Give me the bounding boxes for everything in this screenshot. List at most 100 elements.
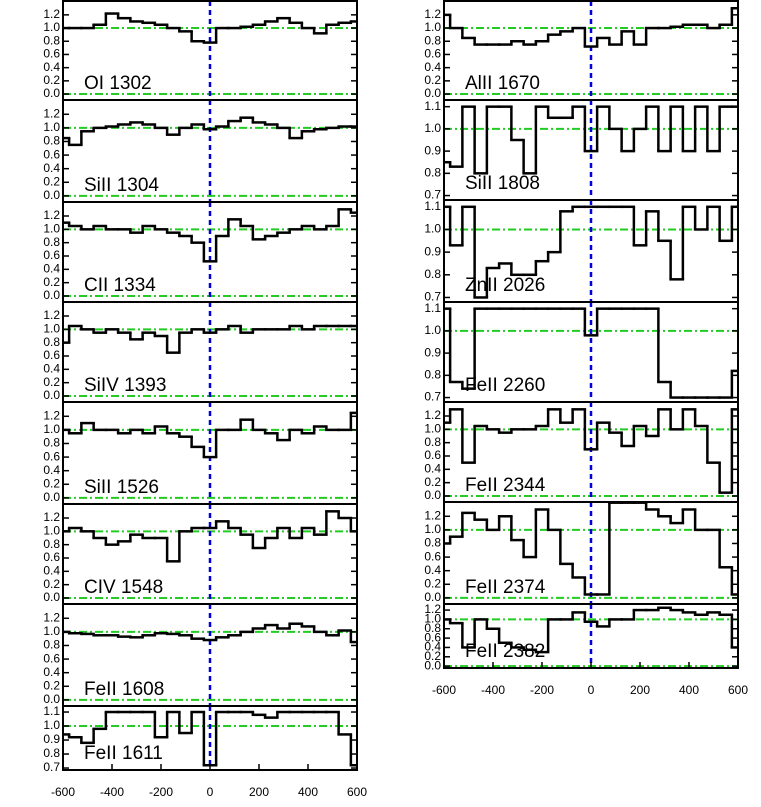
y-tick-label: 0.6 xyxy=(43,248,60,262)
y-tick-label: 1.0 xyxy=(43,624,60,638)
y-tick-label: 0.4 xyxy=(43,161,60,175)
y-tick-label: 1.2 xyxy=(424,602,441,616)
line-label: FeII 2260 xyxy=(465,375,545,396)
y-tick-label: 1.0 xyxy=(424,422,441,436)
y-tick-label: 0.8 xyxy=(43,235,60,249)
line-label: SiII 1808 xyxy=(465,173,540,194)
y-tick-label: 0.8 xyxy=(43,134,60,148)
y-tick-label: 0.4 xyxy=(43,262,60,276)
y-tick-label: 0.8 xyxy=(43,537,60,551)
y-tick-label: 0.8 xyxy=(424,267,441,281)
y-tick-label: 0.2 xyxy=(424,649,441,663)
y-tick-label: 1.2 xyxy=(43,510,60,524)
panel xyxy=(63,402,357,504)
y-tick-label: 0.4 xyxy=(43,463,60,477)
panel xyxy=(444,200,738,302)
y-tick-label: 0.8 xyxy=(424,435,441,449)
y-tick-label: 0.6 xyxy=(424,549,441,563)
y-tick-label: 0.9 xyxy=(424,244,441,258)
y-tick-label: 1.2 xyxy=(43,308,60,322)
y-tick-label: 0.6 xyxy=(43,348,60,362)
y-tick-label: 0.4 xyxy=(424,462,441,476)
x-tick-label: -200 xyxy=(149,785,173,799)
x-tick-label: 0 xyxy=(588,683,595,697)
x-tick-label: -400 xyxy=(100,785,124,799)
y-tick-label: 0.6 xyxy=(43,449,60,463)
y-tick-label: 0.9 xyxy=(424,143,441,157)
y-tick-label: 0.2 xyxy=(43,174,60,188)
line-label: FeII 1611 xyxy=(84,743,163,764)
x-tick-label: -600 xyxy=(51,785,75,799)
y-tick-label: 0.2 xyxy=(43,275,60,289)
y-tick-label: 1.2 xyxy=(424,408,441,422)
panel xyxy=(444,502,738,604)
y-tick-label: 1.0 xyxy=(43,524,60,538)
y-tick-label: 0.8 xyxy=(424,368,441,382)
line-label: SiII 1304 xyxy=(84,175,159,196)
panel xyxy=(444,302,738,402)
x-tick-label: -200 xyxy=(530,683,554,697)
y-tick-label: 0.8 xyxy=(43,746,60,760)
y-tick-label: 0.7 xyxy=(424,390,441,404)
y-tick-label: 0.4 xyxy=(43,564,60,578)
y-tick-label: 0.2 xyxy=(43,375,60,389)
panel xyxy=(63,504,357,604)
y-tick-label: 0.4 xyxy=(424,60,441,74)
y-tick-label: 1.0 xyxy=(424,522,441,536)
y-tick-label: 0.0 xyxy=(424,658,441,672)
y-tick-label: 1.0 xyxy=(424,20,441,34)
y-tick-label: 0.4 xyxy=(424,640,441,654)
y-tick-label: 0.6 xyxy=(424,448,441,462)
y-tick-label: 0.2 xyxy=(424,73,441,87)
line-label: CIV 1548 xyxy=(84,577,163,598)
x-tick-label: 200 xyxy=(249,785,269,799)
y-tick-label: 0.6 xyxy=(43,147,60,161)
y-tick-label: 0.4 xyxy=(43,665,60,679)
y-tick-label: 0.6 xyxy=(424,630,441,644)
y-tick-label: 0.8 xyxy=(43,335,60,349)
y-tick-label: 0.0 xyxy=(43,188,60,202)
y-tick-label: 0.8 xyxy=(43,638,60,652)
x-tick-label: -600 xyxy=(432,683,456,697)
y-tick-label: 0.8 xyxy=(424,621,441,635)
y-tick-label: 0.0 xyxy=(43,388,60,402)
y-tick-label: 0.4 xyxy=(43,60,60,74)
y-tick-label: 0.7 xyxy=(424,188,441,202)
y-tick-label: 1.0 xyxy=(43,422,60,436)
y-tick-label: 1.1 xyxy=(424,301,441,315)
y-tick-label: 0.2 xyxy=(43,73,60,87)
y-tick-label: 0.8 xyxy=(424,33,441,47)
y-tick-label: 0.2 xyxy=(43,678,60,692)
panel xyxy=(63,604,357,706)
y-tick-label: 1.0 xyxy=(43,222,60,236)
y-tick-label: 1.1 xyxy=(43,704,60,718)
y-tick-label: 1.0 xyxy=(43,120,60,134)
line-label: FeII 2382 xyxy=(465,641,545,662)
y-tick-label: 1.0 xyxy=(424,612,441,626)
x-tick-label: -400 xyxy=(481,683,505,697)
panel xyxy=(444,100,738,200)
panel xyxy=(63,100,357,202)
y-tick-label: 0.0 xyxy=(43,288,60,302)
line-label: SiIV 1393 xyxy=(84,375,166,396)
x-tick-label: 400 xyxy=(298,785,318,799)
panel xyxy=(63,302,357,402)
y-tick-label: 1.2 xyxy=(43,610,60,624)
y-tick-label: 0.7 xyxy=(424,290,441,304)
y-tick-label: 0.7 xyxy=(43,760,60,774)
y-tick-label: 1.0 xyxy=(424,121,441,135)
y-tick-label: 0.2 xyxy=(424,576,441,590)
panel xyxy=(63,1,357,100)
y-tick-label: 0.4 xyxy=(424,563,441,577)
y-tick-label: 1.1 xyxy=(424,99,441,113)
line-label: AlII 1670 xyxy=(465,73,540,94)
y-tick-label: 0.2 xyxy=(43,577,60,591)
y-tick-label: 1.0 xyxy=(43,20,60,34)
y-tick-label: 1.2 xyxy=(43,208,60,222)
y-tick-label: 0.8 xyxy=(424,536,441,550)
y-tick-label: 0.0 xyxy=(43,692,60,706)
y-tick-label: 0.0 xyxy=(424,86,441,100)
y-tick-label: 0.9 xyxy=(43,732,60,746)
y-tick-label: 0.0 xyxy=(43,86,60,100)
